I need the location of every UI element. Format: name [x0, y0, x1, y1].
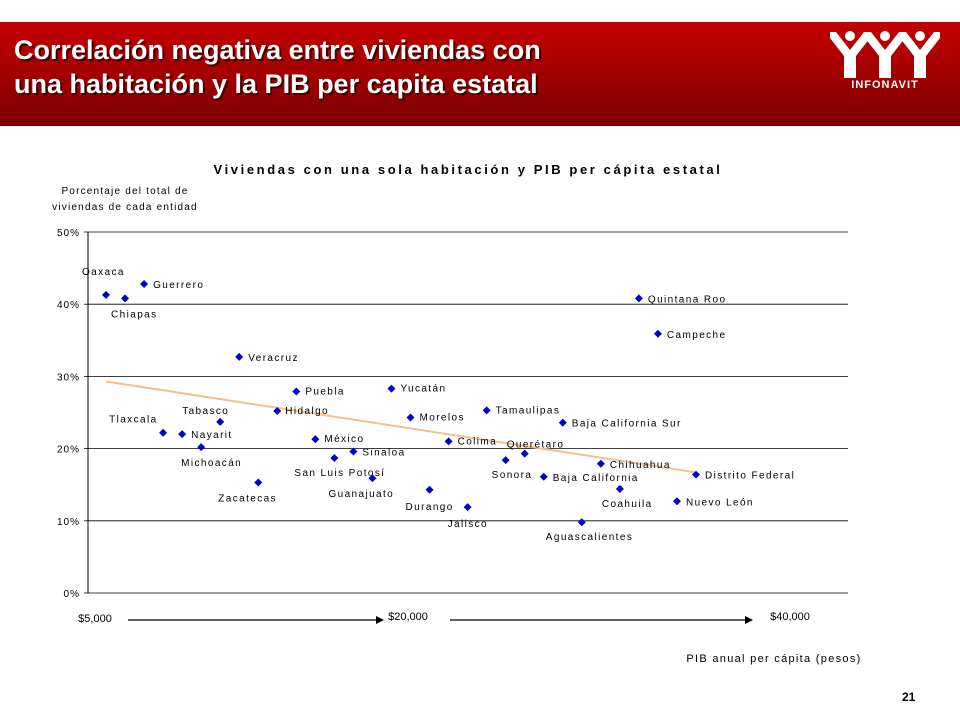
data-point-label: Zacatecas [218, 494, 277, 505]
data-point-label: Oaxaca [82, 267, 125, 278]
trendline [105, 380, 697, 474]
arrow-head-icon [376, 616, 384, 624]
gridlines [84, 231, 848, 594]
data-point-label: Sonora [492, 470, 533, 481]
chart-title: Viviendas con una sola habitación y PIB … [214, 162, 723, 177]
data-point-label: Chiapas [111, 309, 158, 320]
data-point-label: Campeche [667, 330, 727, 341]
data-point-label: Chihuahua [610, 460, 671, 471]
data-point-marker [292, 387, 301, 396]
slide-title-line-2: una habitación y la PIB per capita estat… [14, 69, 538, 99]
data-point-marker [596, 459, 605, 468]
data-point-marker [463, 503, 472, 512]
data-point-marker [235, 352, 244, 361]
slide-header: Correlación negativa entre viviendas con… [0, 0, 960, 126]
data-point-label: Colima [458, 436, 498, 447]
data-point-label: México [324, 434, 364, 445]
data-point-marker [577, 518, 586, 527]
page-number: 21 [902, 690, 916, 704]
logo-text: INFONAVIT [851, 79, 919, 91]
data-point-label: Puebla [305, 387, 345, 398]
data-point-label: Yucatán [400, 384, 446, 395]
data-point-label: Veracruz [248, 353, 299, 364]
data-point-marker [653, 329, 662, 338]
x-marker-40000: $40,000 [770, 611, 810, 623]
data-point-marker [672, 497, 681, 506]
data-point-label: Aguascalientes [546, 532, 633, 543]
y-tick-label: 40% [57, 300, 80, 311]
y-tick-label: 10% [57, 517, 80, 528]
data-point-marker [482, 406, 491, 415]
y-tick-label: 20% [57, 445, 80, 456]
data-point-label: Tabasco [182, 406, 229, 417]
slide-title-line-1: Correlación negativa entre viviendas con [14, 35, 541, 65]
data-point-marker [615, 485, 624, 494]
infonavit-logo-icon [830, 31, 940, 78]
x-marker-5000: $5,000 [78, 613, 112, 625]
data-point-marker [311, 435, 320, 444]
data-point-marker [273, 407, 282, 416]
data-point-marker [406, 413, 415, 422]
data-point-marker [368, 474, 377, 483]
data-point-label: Tamaulipas [496, 405, 561, 416]
data-point-label: San Luis Potosí [294, 468, 385, 479]
data-point-marker [178, 430, 187, 439]
x-marker-20000: $20,000 [388, 611, 428, 623]
data-point-marker [558, 418, 567, 427]
x-axis-label: PIB anual per cápita (pesos) [686, 653, 861, 665]
data-point-label: Morelos [420, 413, 465, 424]
y-tick-label: 0% [64, 589, 80, 600]
data-point-label: Guerrero [153, 280, 204, 291]
data-point-label: Tlaxcala [109, 415, 157, 426]
data-point-marker [197, 443, 206, 452]
arrow-head-icon [745, 616, 753, 624]
data-point-marker [121, 294, 130, 303]
y-tick-label: 30% [57, 372, 80, 383]
data-point-marker [349, 447, 358, 456]
data-point-label: Baja California [553, 473, 639, 484]
data-point-label: Nayarit [191, 430, 232, 441]
data-point-label: Michoacán [181, 458, 242, 469]
data-point-label: Guanajuato [328, 489, 394, 500]
data-point-label: Distrito Federal [705, 471, 795, 482]
data-point-marker [692, 470, 700, 479]
data-point-marker [330, 453, 339, 462]
scatter-chart: Viviendas con una sola habitación y PIB … [52, 162, 861, 665]
y-axis-label-line-2: viviendas de cada entidad [52, 202, 198, 213]
data-point-marker [444, 437, 453, 446]
y-tick-label: 50% [57, 228, 80, 239]
data-point-marker [216, 417, 225, 426]
data-point-label: Sinaloa [362, 447, 405, 458]
data-point-marker [102, 290, 110, 299]
data-point-marker [387, 384, 396, 393]
data-point-marker [501, 456, 510, 465]
data-point-marker [520, 449, 529, 458]
data-point-label: Baja California Sur [572, 419, 682, 430]
x-axis-annotation: $5,000 $20,000 $40,000 [78, 611, 810, 625]
data-points: Oaxaca Chiapas Guerrero Tlaxcala Nayarit Mich… [82, 267, 795, 543]
data-point-label: Nuevo León [686, 497, 754, 508]
data-point-marker [425, 485, 434, 494]
data-point-label: Querétaro [507, 440, 565, 451]
data-point-label: Durango [406, 502, 454, 513]
header-band [0, 22, 960, 126]
data-point-label: Jalisco [448, 519, 488, 530]
data-point-marker [159, 428, 168, 437]
data-point-label: Hidalgo [285, 406, 329, 417]
data-point-marker [539, 472, 548, 481]
data-point-label: Coahuila [602, 499, 653, 510]
data-point-marker [140, 279, 149, 288]
y-tick-labels: 0% 10% 20% 30% 40% 50% [57, 228, 80, 600]
data-point-marker [254, 478, 263, 487]
data-point-label: Quintana Roo [648, 294, 727, 305]
y-axis-label-line-1: Porcentaje del total de [61, 186, 188, 197]
data-point-marker [634, 294, 643, 303]
